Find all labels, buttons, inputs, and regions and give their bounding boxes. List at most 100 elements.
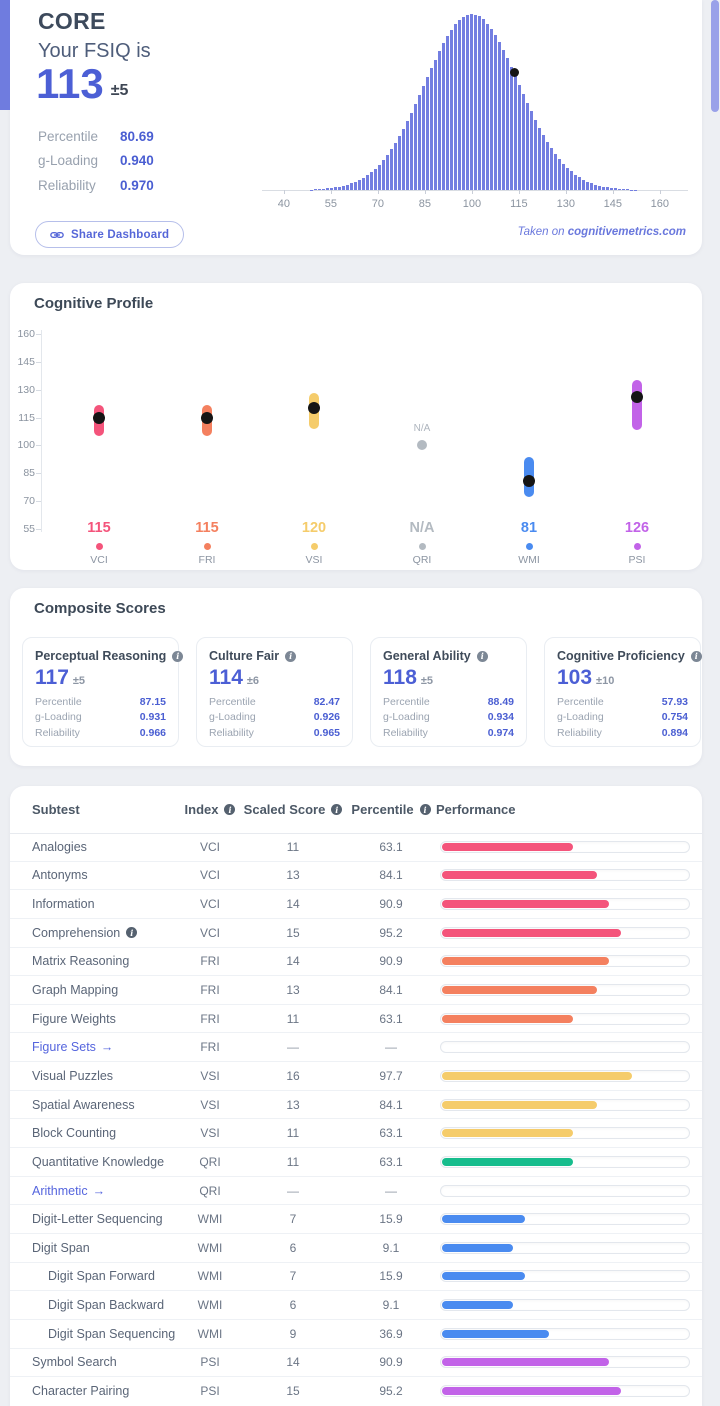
share-dashboard-button[interactable]: Share Dashboard xyxy=(35,221,184,248)
fsiq-confidence-interval: ±5 xyxy=(111,82,129,100)
subtest-percentile-value: 63.1 xyxy=(379,1126,402,1140)
cognitive-proficiency-info-icon[interactable]: i xyxy=(691,651,702,662)
histogram-bar xyxy=(490,29,493,190)
histogram-bar xyxy=(378,165,381,191)
subtest-performance-cell xyxy=(436,1299,702,1311)
performance-bar-track xyxy=(440,1127,690,1139)
x-axis-tick xyxy=(472,190,473,194)
subtest-name-cell: Figure Sets→ xyxy=(10,1040,180,1054)
histogram-bar xyxy=(602,187,605,191)
general-ability-info-icon[interactable]: i xyxy=(477,651,488,662)
histogram-bar xyxy=(462,17,465,190)
histogram-bar xyxy=(426,77,429,190)
histogram-bar xyxy=(630,190,633,191)
y-axis-tick-label: 85 xyxy=(10,467,35,479)
scaled-score-info-icon[interactable]: i xyxy=(331,804,342,815)
performance-bar-track xyxy=(440,1013,690,1025)
y-axis-tick xyxy=(36,390,41,391)
comprehension-info-icon[interactable]: i xyxy=(126,927,137,938)
percentile-info-icon[interactable]: i xyxy=(420,804,431,815)
histogram-bar xyxy=(398,136,401,190)
histogram-bar xyxy=(374,169,377,191)
subtest-table-header: Subtest Index i Scaled Score i Percentil… xyxy=(10,786,702,834)
subtest-percentile-cell: — xyxy=(346,1184,436,1198)
subtest-name: Digit Span Backward xyxy=(48,1298,164,1312)
subtest-performance-cell xyxy=(436,1099,702,1111)
subtest-name: Visual Puzzles xyxy=(32,1069,113,1083)
subtest-link-arithmetic[interactable]: Arithmetic→ xyxy=(32,1184,105,1198)
subtest-percentile-cell: 90.9 xyxy=(346,897,436,911)
subtest-performance-cell xyxy=(436,1328,702,1340)
score-dot-vci xyxy=(93,412,105,424)
histogram-bar xyxy=(338,187,341,190)
subtest-name: Block Counting xyxy=(32,1126,116,1140)
subtest-scaled-value: 15 xyxy=(286,1384,299,1398)
subtest-performance-cell xyxy=(436,1185,702,1197)
subtest-index-cell: PSI xyxy=(180,1355,240,1369)
subtest-scaled-value: — xyxy=(287,1184,299,1198)
header-subtest: Subtest xyxy=(10,802,180,817)
composite-stat-label: g-Loading xyxy=(383,711,430,723)
histogram-bar xyxy=(614,188,617,190)
subtest-link-figure-sets[interactable]: Figure Sets→ xyxy=(32,1040,113,1054)
subtest-index-value: WMI xyxy=(198,1241,223,1255)
report-title: CORE xyxy=(38,8,106,35)
performance-bar-track xyxy=(440,1356,690,1368)
subtest-scaled-cell: 14 xyxy=(240,897,346,911)
y-axis-tick-label: 145 xyxy=(10,356,35,368)
y-axis-tick-label: 100 xyxy=(10,439,35,451)
attribution-text: Taken on cognitivemetrics.com xyxy=(518,226,686,238)
subtest-index-cell: VSI xyxy=(180,1069,240,1083)
subtest-performance-cell xyxy=(436,1213,702,1225)
performance-bar-track xyxy=(440,1041,690,1053)
stat-label: Percentile xyxy=(38,129,108,144)
legend-label-vci: VCI xyxy=(64,554,134,566)
subtest-name-cell: Digit-Letter Sequencing xyxy=(10,1212,180,1226)
subtest-performance-cell xyxy=(436,1041,702,1053)
subtest-index-cell: WMI xyxy=(180,1298,240,1312)
composite-name: General Ability xyxy=(383,649,471,663)
subtest-name-cell: Block Counting xyxy=(10,1126,180,1140)
subtest-index-cell: VCI xyxy=(180,897,240,911)
perceptual-reasoning-info-icon[interactable]: i xyxy=(172,651,183,662)
scrollbar-thumb[interactable] xyxy=(711,0,719,112)
subtest-percentile-cell: 97.7 xyxy=(346,1069,436,1083)
histogram-bar xyxy=(414,104,417,190)
performance-bar-fill xyxy=(442,900,609,908)
subtest-performance-cell xyxy=(436,1070,702,1082)
subtest-percentile-value: 15.9 xyxy=(379,1269,402,1283)
composite-score: 117 xyxy=(35,668,69,688)
histogram-bar xyxy=(466,15,469,190)
subtest-index-cell: FRI xyxy=(180,954,240,968)
composite-stat-label: g-Loading xyxy=(557,711,604,723)
subtest-percentile-value: 84.1 xyxy=(379,983,402,997)
culture-fair-info-icon[interactable]: i xyxy=(285,651,296,662)
histogram-bar xyxy=(478,16,481,190)
performance-bar-track xyxy=(440,1213,690,1225)
histogram-bar xyxy=(562,164,565,190)
performance-bar-fill xyxy=(442,1101,597,1109)
composite-score-row: 103±10 xyxy=(545,663,700,688)
subtest-table-card: Subtest Index i Scaled Score i Percentil… xyxy=(10,786,702,1406)
subtest-performance-cell xyxy=(436,927,702,939)
histogram-bar xyxy=(458,20,461,190)
subtest-index-value: VSI xyxy=(200,1069,219,1083)
legend-value-fri: 115 xyxy=(172,520,242,536)
composite-confidence-interval: ±5 xyxy=(421,675,433,687)
index-info-icon[interactable]: i xyxy=(224,804,235,815)
subtest-performance-cell xyxy=(436,1385,702,1397)
x-axis-tick xyxy=(613,190,614,194)
performance-bar-fill xyxy=(442,957,609,965)
performance-bar-track xyxy=(440,1328,690,1340)
subtest-index-value: VCI xyxy=(200,926,220,940)
subtest-index-cell: WMI xyxy=(180,1241,240,1255)
subtest-percentile-value: 97.7 xyxy=(379,1069,402,1083)
